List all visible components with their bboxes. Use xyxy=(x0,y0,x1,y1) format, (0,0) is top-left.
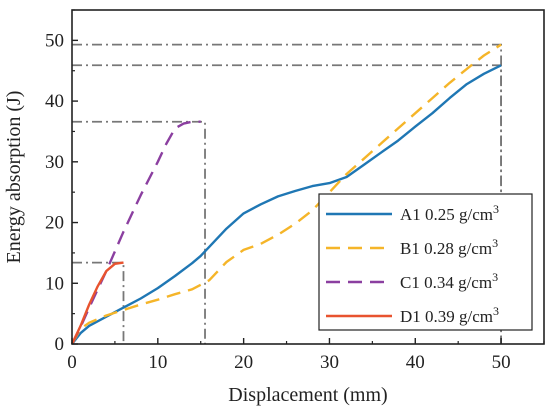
legend-label-b1: B1 0.28 g/cm3 xyxy=(400,236,498,258)
legend-label-superscript-b1: 3 xyxy=(492,236,498,250)
legend-label-a1: A1 0.25 g/cm3 xyxy=(400,202,499,224)
series-line-c1 xyxy=(70,120,201,345)
series-line-a1 xyxy=(71,64,502,345)
legend-label-c1: C1 0.34 g/cm3 xyxy=(400,270,498,292)
x-tick-label-10: 10 xyxy=(148,352,167,373)
legend-label-superscript-c1: 3 xyxy=(492,270,498,284)
y-axis: 0 10 20 30 40 50 xyxy=(45,9,78,355)
reference-line-4 xyxy=(72,261,125,344)
y-tick-label-30: 30 xyxy=(45,152,64,173)
x-tick-label-0: 0 xyxy=(67,352,77,373)
legend-label-text-a1: A1 0.25 g/cm xyxy=(400,205,493,224)
y-tick-label-0: 0 xyxy=(55,334,65,355)
legend-label-superscript-a1: 3 xyxy=(493,202,499,216)
x-tick-label-40: 40 xyxy=(406,352,425,373)
y-tick-label-20: 20 xyxy=(45,213,64,234)
series-line-b1 xyxy=(70,43,502,345)
y-axis-label: Energy absorption (J) xyxy=(3,91,25,264)
x-tick-label-20: 20 xyxy=(234,352,253,373)
x-axis-label: Displacement (mm) xyxy=(228,384,387,406)
x-tick-label-50: 50 xyxy=(492,352,511,373)
legend-label-text-d1: D1 0.39 g/cm xyxy=(400,307,493,326)
series-line-d1 xyxy=(70,261,124,345)
legend-box xyxy=(318,193,533,331)
legend-label-text-b1: B1 0.28 g/cm xyxy=(400,239,492,258)
legend-label-text-c1: C1 0.34 g/cm xyxy=(400,273,492,292)
x-axis: 0 10 20 30 40 50 xyxy=(67,338,545,373)
plot-frame xyxy=(71,9,545,345)
legend-label-superscript-d1: 3 xyxy=(493,304,499,318)
legend-label-d1: D1 0.39 g/cm3 xyxy=(400,304,499,326)
reference-line-3 xyxy=(72,120,206,344)
y-tick-label-40: 40 xyxy=(45,91,64,112)
y-tick-label-50: 50 xyxy=(45,30,64,51)
y-tick-label-10: 10 xyxy=(45,273,64,294)
series-layer xyxy=(70,43,502,345)
x-tick-label-30: 30 xyxy=(320,352,339,373)
